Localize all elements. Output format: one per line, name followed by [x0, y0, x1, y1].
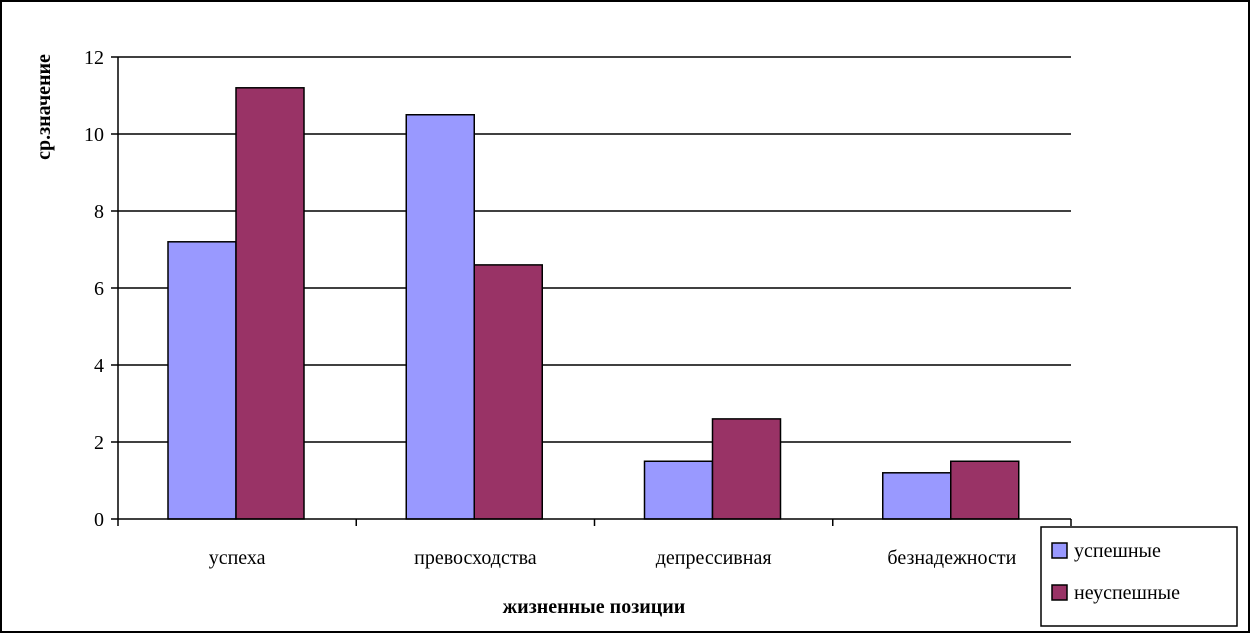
y-tick-label: 6 [94, 278, 104, 300]
bar-unsuccessful-3 [950, 460, 1020, 520]
legend-swatch [1051, 584, 1068, 601]
bars [167, 87, 1020, 520]
y-axis-title: ср.значение [33, 54, 55, 160]
y-tick-label: 8 [94, 201, 104, 223]
y-tick-label: 4 [94, 355, 104, 377]
bar-successful-0 [167, 241, 237, 520]
y-tick-label: 2 [94, 432, 104, 454]
x-tick-label: безнадежности [887, 547, 1016, 569]
legend-label: успешные [1074, 540, 1161, 562]
legend-box [1040, 526, 1238, 627]
legend-label: неуспешные [1074, 582, 1180, 604]
bar-successful-1 [405, 114, 475, 520]
x-tick-label: превосходства [414, 547, 537, 569]
bar-unsuccessful-1 [473, 264, 543, 520]
legend: успешные неуспешные [1040, 526, 1238, 627]
x-tick-label: депрессивная [656, 547, 772, 569]
bar-successful-2 [643, 460, 714, 520]
bar-successful-3 [882, 472, 952, 520]
x-axis-title: жизненные позиции [503, 596, 686, 618]
legend-swatch [1051, 542, 1068, 559]
y-tick-label: 0 [94, 509, 104, 531]
axes [111, 56, 1072, 526]
y-tick-label: 12 [84, 47, 104, 69]
tick-labels: 0 2 4 6 8 10 12 успеха превосходства депрессивная… [84, 47, 1017, 569]
y-tick-label: 10 [84, 124, 104, 146]
bar-unsuccessful-2 [711, 418, 782, 520]
bar-unsuccessful-0 [235, 87, 305, 520]
x-tick-label: успеха [209, 547, 266, 569]
